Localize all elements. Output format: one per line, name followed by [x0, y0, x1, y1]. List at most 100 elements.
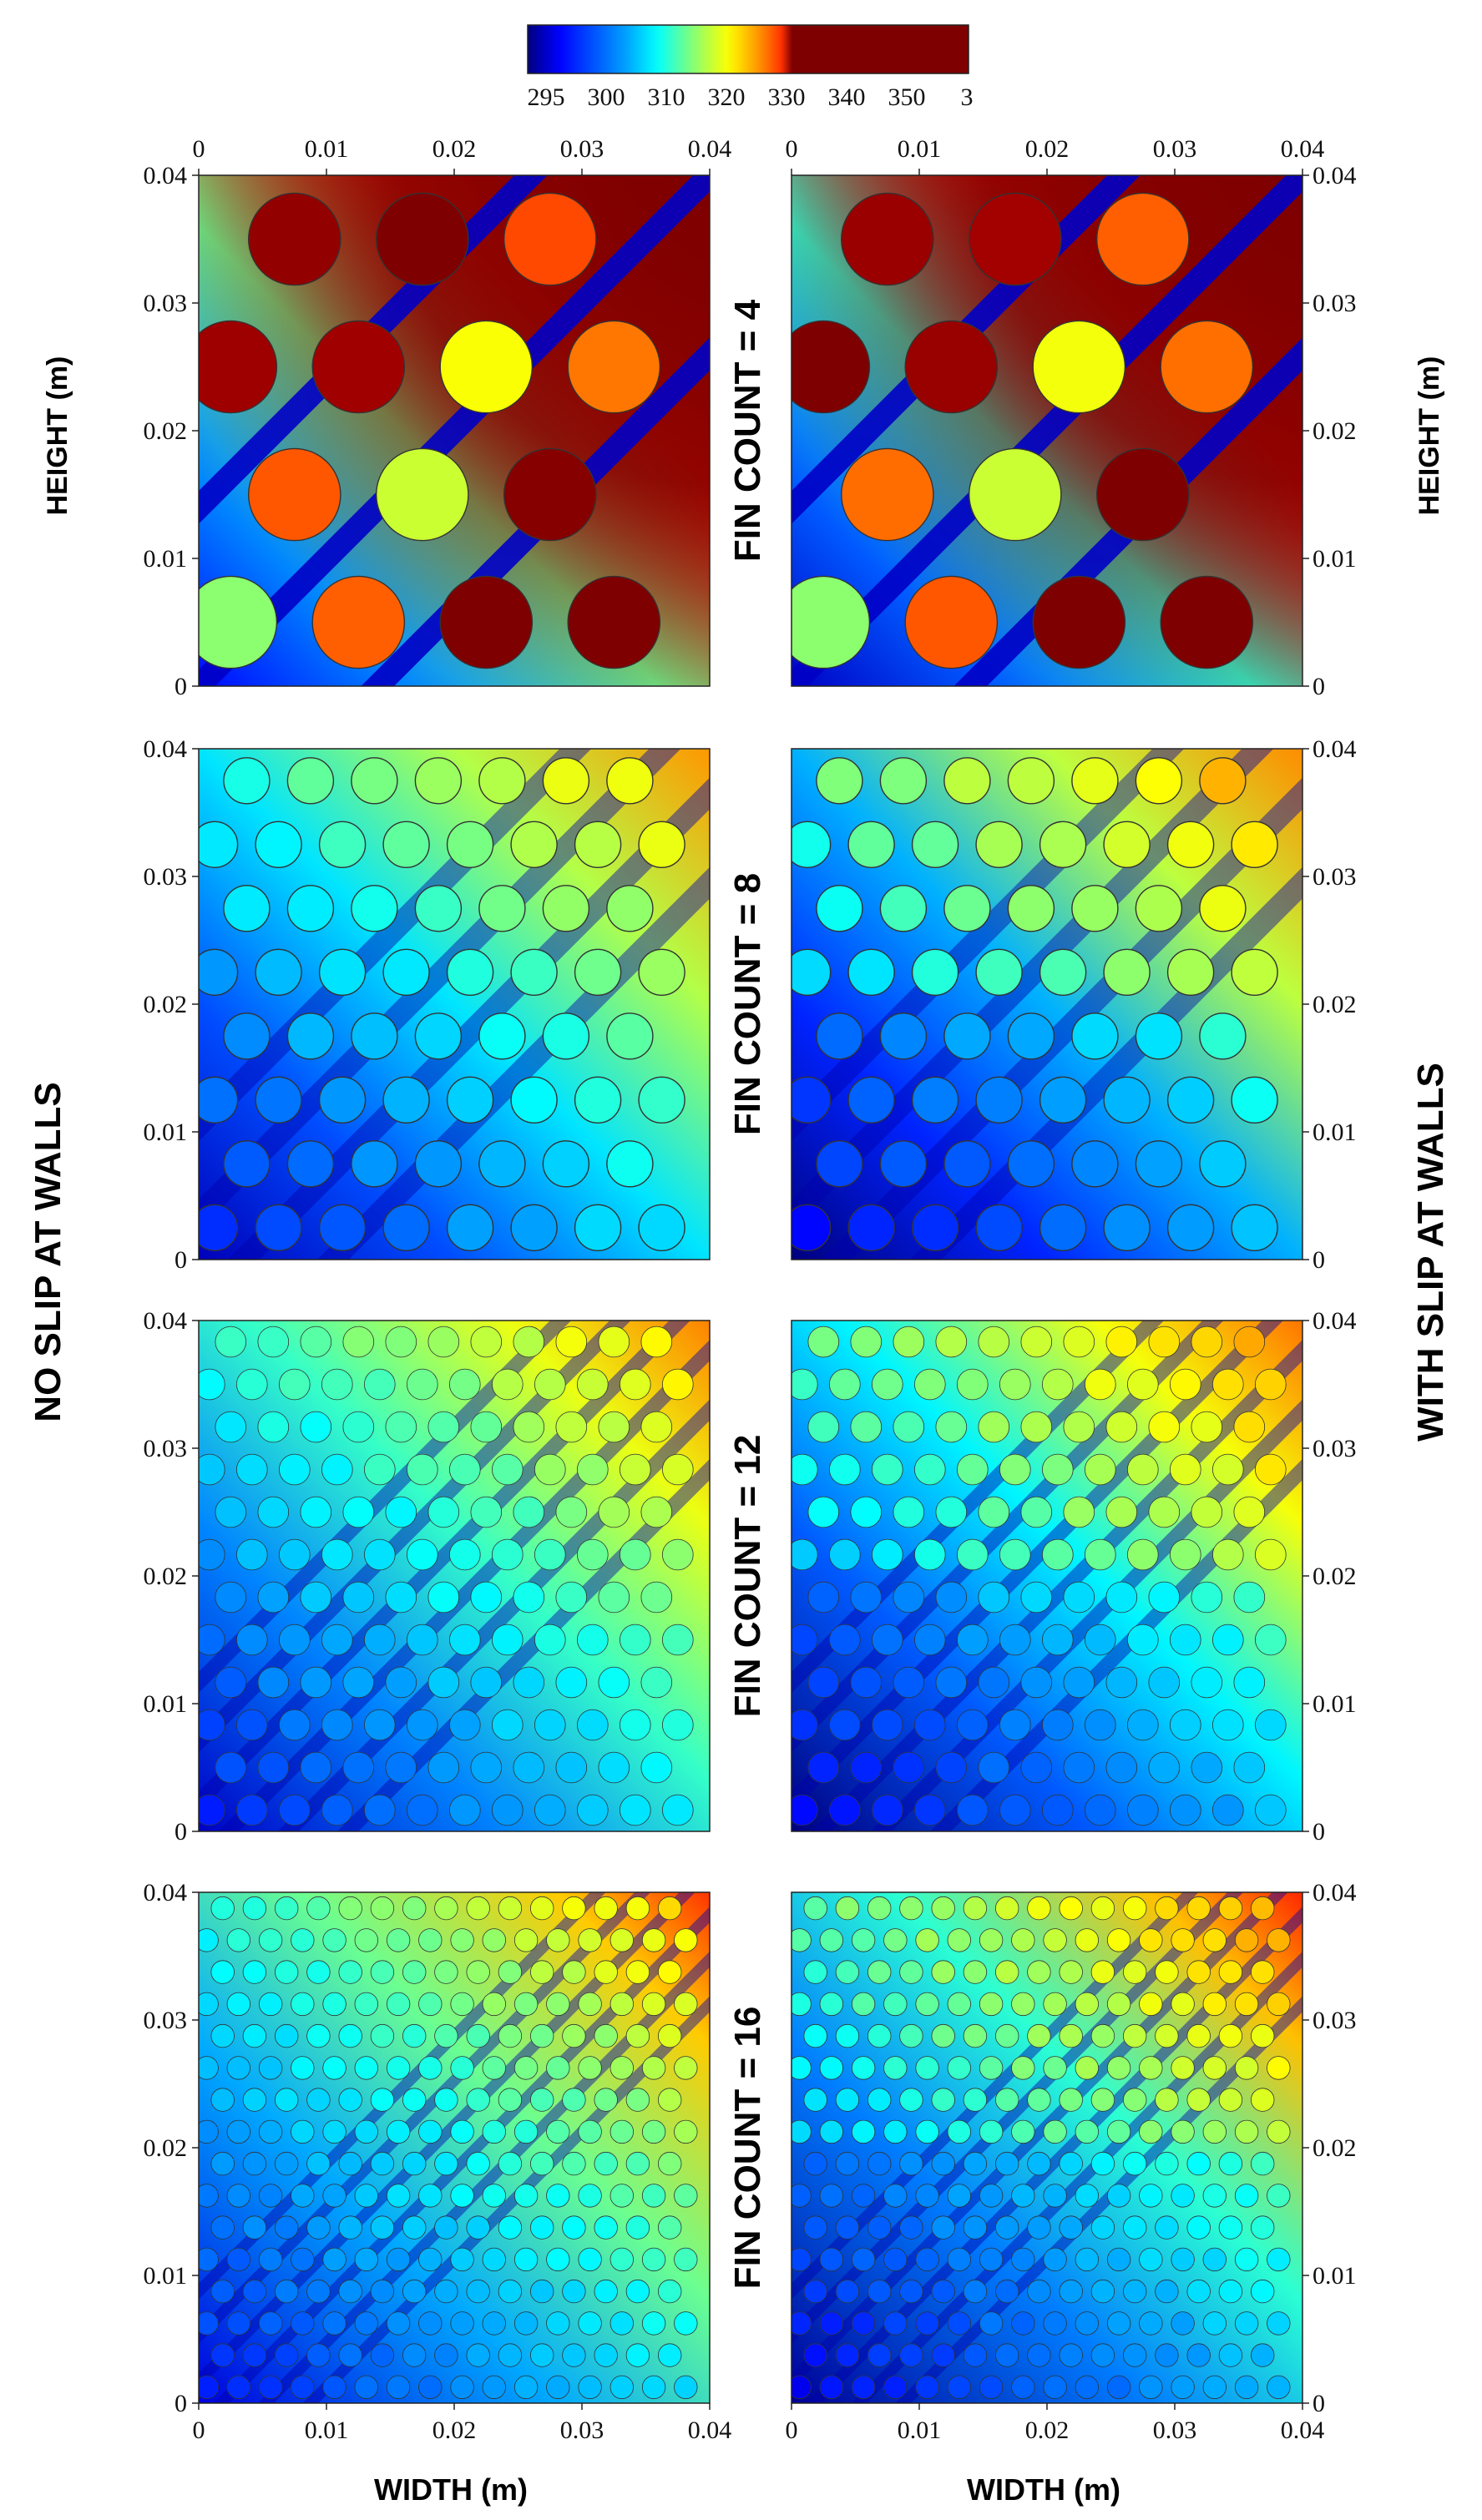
- colorbar-tick-label: 295: [528, 83, 565, 111]
- y-tick-label: 0.01: [1313, 545, 1357, 573]
- fin: [1020, 1581, 1053, 1614]
- fin: [1191, 1411, 1223, 1443]
- fin: [999, 1453, 1031, 1486]
- fin: [1042, 1368, 1074, 1401]
- fin: [893, 1666, 925, 1699]
- fin: [466, 2343, 490, 2367]
- fin: [1202, 2311, 1227, 2336]
- fin: [1059, 1960, 1083, 1984]
- fin: [957, 1709, 989, 1741]
- fin: [640, 1326, 673, 1358]
- fin: [1027, 2215, 1051, 2240]
- fin: [574, 821, 622, 868]
- fin: [1127, 1538, 1159, 1571]
- fin: [1202, 2119, 1227, 2144]
- fin: [969, 192, 1062, 286]
- fin: [321, 1538, 353, 1571]
- x-tick-label: 0.02: [432, 135, 477, 163]
- fin: [286, 1013, 335, 1060]
- fin: [199, 1794, 225, 1826]
- fin: [1103, 821, 1151, 868]
- fin: [1063, 1581, 1095, 1614]
- fin: [510, 1076, 558, 1124]
- fin: [658, 2279, 682, 2304]
- cool-channel: [909, 866, 1302, 1260]
- fin: [943, 1013, 991, 1060]
- fin: [606, 885, 654, 932]
- fin: [354, 2375, 379, 2400]
- fin: [530, 1960, 554, 1984]
- fin: [1011, 1992, 1035, 2017]
- cool-channel: [257, 1951, 710, 2403]
- fin: [354, 2247, 379, 2272]
- panel-field: [199, 1321, 710, 1831]
- fin: [883, 1992, 908, 2017]
- fin: [835, 1896, 860, 1921]
- row-label-fin-count-8: FIN COUNT = 8: [727, 873, 768, 1135]
- fin: [850, 1581, 883, 1614]
- fin: [1105, 1326, 1138, 1358]
- row-label-fin-count-4: FIN COUNT = 4: [727, 299, 768, 562]
- fin: [242, 1960, 267, 1984]
- fin: [638, 821, 685, 868]
- fin: [828, 1453, 861, 1486]
- fin: [792, 2311, 812, 2336]
- fin: [999, 1624, 1031, 1656]
- fin: [1042, 1709, 1074, 1741]
- fin: [576, 1453, 609, 1486]
- fin: [418, 2311, 443, 2336]
- y-tick-label: 0.04: [144, 1879, 188, 1906]
- fin: [306, 1960, 331, 1984]
- fin: [1075, 2375, 1100, 2400]
- fin: [199, 1453, 225, 1486]
- fin: [338, 2023, 362, 2048]
- fin: [446, 1076, 494, 1124]
- fin: [291, 1992, 315, 2017]
- fin: [567, 575, 661, 669]
- fin: [498, 2023, 523, 2048]
- fin: [258, 2119, 283, 2144]
- fin: [402, 2088, 427, 2112]
- fin: [235, 1368, 268, 1401]
- fin: [978, 1666, 1010, 1699]
- fin: [1267, 2311, 1291, 2336]
- fin: [291, 2119, 315, 2144]
- fin: [342, 1581, 375, 1614]
- y-tick-label: 0.01: [1313, 1690, 1357, 1718]
- fin: [576, 1538, 609, 1571]
- fin: [1160, 320, 1254, 414]
- fin: [1075, 2311, 1100, 2336]
- fin: [1090, 2279, 1115, 2304]
- fin: [199, 1709, 225, 1741]
- fin: [957, 1368, 989, 1401]
- fin: [555, 1326, 588, 1358]
- fin: [482, 1992, 507, 2017]
- fin: [1075, 1992, 1100, 2017]
- fin: [1202, 2056, 1227, 2080]
- fin: [555, 1581, 588, 1614]
- fin: [979, 2119, 1004, 2144]
- fin: [534, 1538, 566, 1571]
- fin: [385, 1326, 417, 1358]
- x-tick-label: 0.02: [1025, 135, 1070, 163]
- cool-channel: [199, 1892, 606, 2300]
- fin: [598, 1411, 630, 1443]
- x-tick-label: 0: [786, 135, 798, 163]
- fin: [867, 2088, 892, 2112]
- fin: [914, 1624, 946, 1656]
- fin: [1007, 1140, 1055, 1188]
- fin: [1186, 2279, 1211, 2304]
- fin: [382, 1076, 430, 1124]
- fin: [1090, 2151, 1115, 2176]
- fin: [979, 2311, 1004, 2336]
- fin: [385, 1666, 417, 1699]
- fin: [542, 1140, 590, 1188]
- fin: [470, 1751, 503, 1784]
- fin: [1011, 2311, 1035, 2336]
- fin: [199, 1928, 219, 1952]
- fin: [578, 2184, 602, 2208]
- fin: [470, 1666, 503, 1699]
- fin: [542, 1013, 590, 1060]
- fin: [306, 2343, 331, 2367]
- fin: [322, 1992, 346, 2017]
